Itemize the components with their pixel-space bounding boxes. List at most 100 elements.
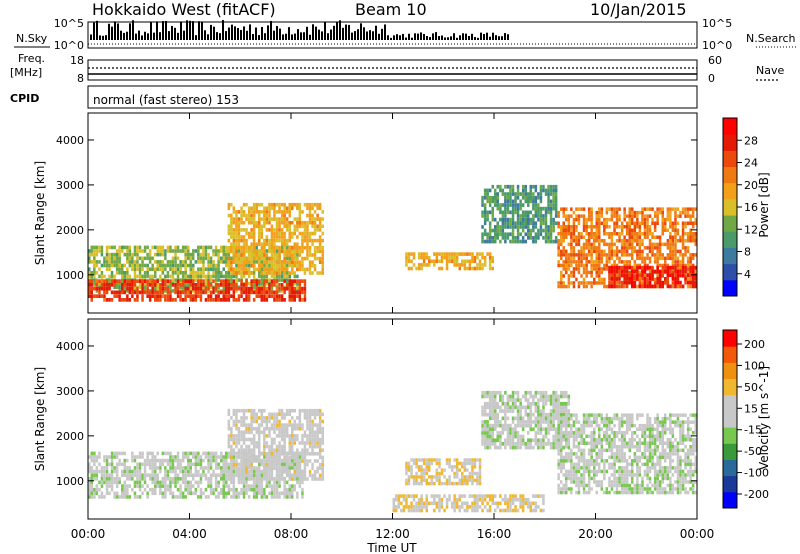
heatmap-cell xyxy=(468,478,472,482)
heatmap-cell xyxy=(633,228,637,232)
heatmap-cell xyxy=(539,199,543,204)
heatmap-cell xyxy=(603,277,606,282)
heatmap-cell xyxy=(103,455,106,459)
heatmap-cell xyxy=(686,221,690,225)
heatmap-cell xyxy=(230,271,233,275)
heatmap-cell xyxy=(250,235,253,239)
heatmap-cell xyxy=(141,274,144,279)
heatmap-cell xyxy=(283,437,286,442)
heatmap-cell xyxy=(237,426,241,431)
heatmap-cell xyxy=(240,220,243,225)
heatmap-cell xyxy=(285,480,289,485)
heatmap-cell xyxy=(651,235,654,239)
heatmap-cell xyxy=(126,294,129,298)
heatmap-cell xyxy=(514,203,517,207)
heatmap-cell xyxy=(270,448,274,452)
heatmap-cell xyxy=(293,473,296,477)
heatmap-cell xyxy=(131,451,134,456)
heatmap-cell xyxy=(192,491,195,496)
heatmap-cell xyxy=(582,207,586,211)
heatmap-cell xyxy=(534,195,538,200)
heatmap-cell xyxy=(321,210,324,214)
heatmap-cell xyxy=(273,412,276,417)
heatmap-cell xyxy=(138,455,142,459)
heatmap-cell xyxy=(306,437,309,442)
heatmap-cell xyxy=(255,480,258,485)
heatmap-cell xyxy=(159,469,162,474)
heatmap-cell xyxy=(433,263,436,267)
heatmap-cell xyxy=(235,462,238,467)
heatmap-cell xyxy=(636,277,639,281)
heatmap-cell xyxy=(252,228,256,232)
heatmap-cell xyxy=(260,274,264,279)
heatmap-cell xyxy=(179,260,182,264)
heatmap-cell xyxy=(245,263,248,268)
heatmap-cell xyxy=(283,271,286,275)
heatmap-cell xyxy=(217,256,220,261)
heatmap-cell xyxy=(615,225,619,229)
heatmap-cell xyxy=(651,269,654,274)
heatmap-cell xyxy=(131,487,134,492)
heatmap-cell xyxy=(118,480,121,485)
heatmap-cell xyxy=(463,263,467,267)
heatmap-cell xyxy=(217,274,220,279)
heatmap-cell xyxy=(448,481,451,486)
heatmap-cell xyxy=(148,256,152,261)
heatmap-cell xyxy=(562,235,565,239)
heatmap-cell xyxy=(313,217,317,221)
heatmap-cell xyxy=(473,458,477,462)
heatmap-cell xyxy=(582,228,586,232)
heatmap-cell xyxy=(575,277,578,282)
heatmap-cell xyxy=(656,246,659,250)
heatmap-cell xyxy=(582,263,586,268)
heatmap-cell xyxy=(577,270,581,275)
heatmap-cell xyxy=(438,475,441,479)
heatmap-cell xyxy=(189,294,192,298)
heatmap-cell xyxy=(126,473,129,477)
heatmap-cell xyxy=(202,458,205,463)
heatmap-cell xyxy=(483,203,487,207)
heatmap-cell xyxy=(275,455,279,459)
heatmap-cell xyxy=(161,491,165,496)
heatmap-cell xyxy=(298,470,302,474)
heatmap-cell xyxy=(623,235,626,239)
noise-bar xyxy=(162,21,164,40)
heatmap-cell xyxy=(499,188,502,193)
heatmap-cell xyxy=(118,267,121,271)
heatmap-cell xyxy=(453,255,456,260)
noise-bar xyxy=(393,35,395,40)
heatmap-cell xyxy=(133,469,137,474)
heatmap-cell xyxy=(265,281,269,286)
heatmap-cell xyxy=(633,210,637,215)
heatmap-cell xyxy=(638,246,642,250)
heatmap-cell xyxy=(171,289,175,293)
noise-axis-top-left: 10^5 xyxy=(54,17,84,30)
heatmap-cell xyxy=(148,458,152,463)
heatmap-cell xyxy=(133,279,137,283)
heatmap-cell xyxy=(615,274,619,278)
heatmap-cell xyxy=(252,264,256,268)
heatmap-cell xyxy=(230,294,233,298)
heatmap-cell xyxy=(570,256,573,261)
noise-bar xyxy=(123,32,125,40)
heatmap-cell xyxy=(245,256,248,261)
heatmap-cell xyxy=(321,426,324,431)
heatmap-cell xyxy=(273,210,276,214)
heatmap-cell xyxy=(235,271,238,275)
heatmap-cell xyxy=(209,285,213,290)
heatmap-cell xyxy=(600,210,604,215)
heatmap-cell xyxy=(686,263,690,268)
heatmap-cell xyxy=(192,289,195,293)
heatmap-cell xyxy=(641,253,644,257)
heatmap-cell xyxy=(90,298,93,302)
heatmap-cell xyxy=(664,277,667,281)
heatmap-cell xyxy=(199,267,203,271)
heatmap-cell xyxy=(268,202,271,207)
heatmap-cell xyxy=(653,228,657,232)
heatmap-cell xyxy=(463,468,467,472)
ytick-label: 2000 xyxy=(56,224,84,237)
heatmap-cell xyxy=(506,199,510,204)
heatmap-cell xyxy=(595,270,598,275)
heatmap-cell xyxy=(313,441,317,445)
heatmap-cell xyxy=(308,434,312,438)
